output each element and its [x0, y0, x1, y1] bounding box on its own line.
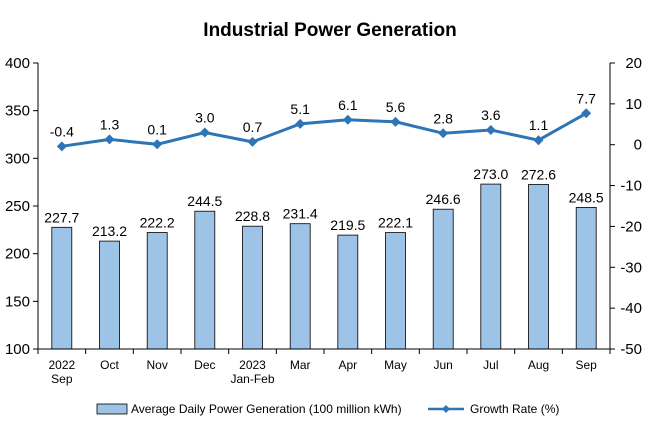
y-left-tick-label: 350 — [5, 103, 30, 120]
bar-10 — [528, 184, 549, 350]
growth-point-7 — [390, 116, 401, 127]
growth-point-0 — [56, 141, 67, 152]
bar-6 — [337, 234, 359, 350]
x-tick-label: Sep — [575, 358, 597, 372]
growth-label-7: 5.6 — [386, 99, 406, 115]
x-tick-label: Nov — [146, 358, 167, 372]
x-tick-label: Mar — [290, 358, 311, 372]
x-tick-label: Oct — [100, 358, 119, 372]
y-right-tick-label: 10 — [625, 96, 642, 113]
growth-point-9 — [485, 125, 496, 136]
growth-label-6: 6.1 — [338, 97, 358, 113]
growth-label-11: 7.7 — [576, 90, 596, 106]
growth-label-4: 0.7 — [243, 119, 263, 135]
bar-label-0: 227.7 — [44, 209, 79, 225]
bar-7 — [385, 232, 406, 350]
bar-4 — [242, 225, 263, 350]
x-tick-label: Sep — [51, 372, 73, 386]
growth-label-5: 5.1 — [290, 101, 310, 117]
y-right-tick-label: 0 — [634, 137, 642, 154]
x-tick-label: Apr — [338, 358, 357, 372]
legend: Average Daily Power Generation (100 mill… — [96, 402, 559, 416]
growth-point-10 — [533, 135, 544, 146]
bar-2 — [146, 232, 168, 350]
growth-point-2 — [152, 139, 163, 150]
y-right-tick-label: 20 — [625, 55, 642, 72]
x-tick-label: 2023 — [239, 358, 266, 372]
legend-bar-label: Average Daily Power Generation (100 mill… — [131, 402, 402, 416]
axes-layer: 100 150 200 250 300 350 400 -50 -40 -30 -20 -10 0 10 2… — [5, 55, 642, 386]
growth-label-1: 1.3 — [100, 116, 120, 132]
bar-label-10: 272.6 — [521, 166, 556, 182]
legend-line-label: Growth Rate (%) — [470, 402, 559, 416]
y-left-tick-label: 100 — [5, 341, 30, 358]
x-tick-label: Jan-Feb — [230, 372, 274, 386]
y-right-tick-label: -50 — [620, 341, 642, 358]
bar-label-11: 248.5 — [569, 189, 604, 205]
y-left-tick-label: 150 — [5, 293, 30, 310]
bar-11 — [575, 206, 597, 350]
y-right-tick-label: -40 — [620, 300, 642, 317]
x-tick-label: May — [384, 358, 407, 372]
growth-point-4 — [247, 136, 258, 147]
growth-point-11 — [581, 108, 592, 119]
growth-line — [61, 111, 587, 148]
y-left-tick-label: 400 — [5, 55, 30, 72]
growth-label-8: 2.8 — [433, 110, 453, 126]
growth-point-5 — [295, 118, 306, 129]
growth-point-1 — [104, 134, 115, 145]
bars-layer — [51, 183, 597, 350]
growth-label-10: 1.1 — [529, 117, 549, 133]
bar-label-9: 273.0 — [473, 166, 508, 182]
growth-point-6 — [342, 114, 353, 125]
chart-title: Industrial Power Generation — [203, 20, 456, 41]
bar-label-3: 244.5 — [187, 193, 222, 209]
growth-point-3 — [199, 127, 210, 138]
y-right-tick-label: -30 — [620, 259, 642, 276]
growth-label-3: 3.0 — [195, 109, 215, 125]
bar-8 — [432, 208, 454, 350]
labels-layer: 227.7 213.2 222.2 244.5 228.8 231.4 219.5 222.1… — [44, 90, 604, 239]
bar-1 — [99, 240, 120, 350]
y-left-tick-label: 250 — [5, 198, 30, 215]
bar-0 — [51, 226, 73, 350]
bar-label-8: 246.6 — [426, 191, 461, 207]
bar-label-7: 222.1 — [378, 215, 413, 231]
bar-5 — [289, 223, 311, 350]
bar-label-6: 219.5 — [330, 217, 365, 233]
growth-point-8 — [438, 128, 449, 139]
bar-3 — [194, 210, 216, 350]
x-tick-label: Aug — [528, 358, 549, 372]
bar-9 — [480, 183, 502, 350]
x-tick-label: Jul — [483, 358, 498, 372]
growth-label-9: 3.6 — [481, 107, 501, 123]
growth-label-0: -0.4 — [50, 123, 74, 139]
x-tick-label: Jun — [433, 358, 452, 372]
legend-bar-swatch — [96, 403, 128, 415]
y-right-tick-label: -20 — [620, 218, 642, 235]
bar-label-1: 213.2 — [92, 223, 127, 239]
line-layer — [56, 108, 592, 152]
bar-label-2: 222.2 — [140, 215, 175, 231]
legend-line-marker — [442, 405, 450, 413]
y-right-tick-label: -10 — [620, 178, 642, 195]
y-left-tick-label: 200 — [5, 246, 30, 263]
growth-label-2: 0.1 — [147, 121, 167, 137]
bar-label-4: 228.8 — [235, 208, 270, 224]
x-tick-label: 2022 — [48, 358, 75, 372]
x-tick-label: Dec — [194, 358, 215, 372]
y-left-tick-label: 300 — [5, 150, 30, 167]
bar-label-5: 231.4 — [283, 206, 318, 222]
